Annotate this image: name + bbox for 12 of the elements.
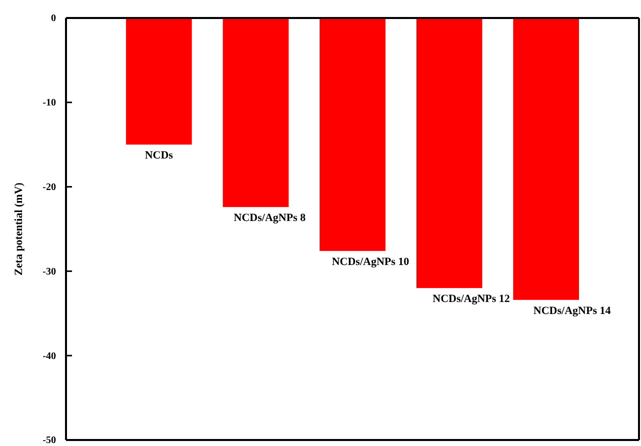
- y-tick-label: -20: [42, 182, 56, 193]
- x-tick-label: NCDs/AgNPs 14: [533, 304, 612, 317]
- y-tick-label: -50: [42, 435, 56, 446]
- x-tick-label: NCDs/AgNPs 8: [234, 212, 306, 224]
- x-tick-label: NCDs/AgNPs 12: [432, 293, 510, 306]
- y-tick-label: -30: [42, 266, 56, 278]
- x-tick-label: NCDs: [144, 150, 174, 162]
- x-tick-label: NCDs/AgNPs 10: [332, 256, 410, 268]
- y-tick-label: -40: [42, 350, 56, 362]
- y-axis-title: Zeta potential (mV): [13, 182, 25, 276]
- y-tick-label: 0: [51, 13, 56, 24]
- y-tick-label: -10: [42, 98, 56, 109]
